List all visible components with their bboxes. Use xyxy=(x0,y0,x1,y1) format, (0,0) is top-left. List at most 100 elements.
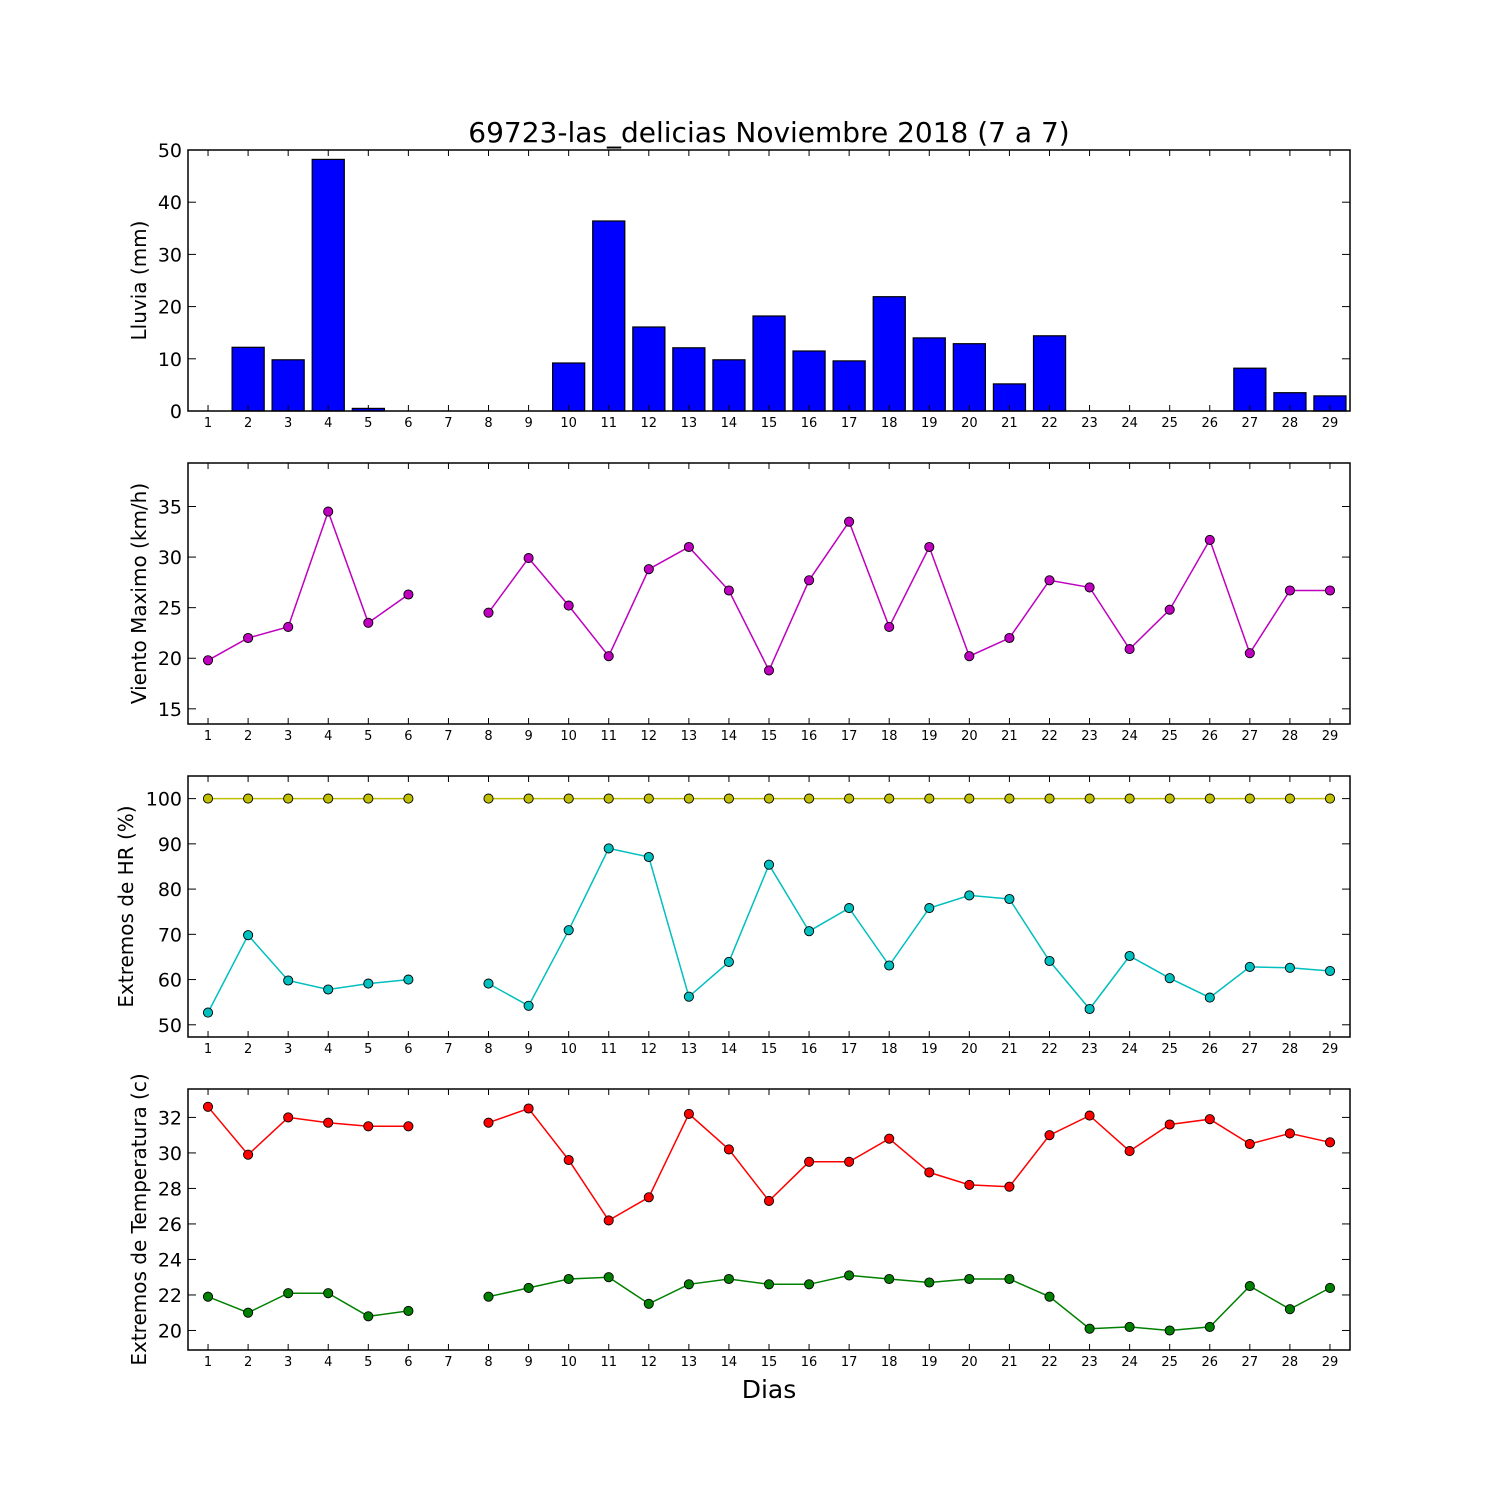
rainfall-y-axis-label: Lluvia (mm) xyxy=(127,221,151,341)
humidity-series-2-point xyxy=(1124,950,1135,962)
humidity-x-tick-label: 7 xyxy=(444,1042,452,1057)
wind-x-tick-label: 29 xyxy=(1322,729,1339,744)
humidity-series-1-point xyxy=(1124,793,1135,804)
humidity-series-1-point xyxy=(1244,793,1255,804)
humidity-x-tick-label: 24 xyxy=(1121,1042,1138,1057)
wind-series-1-point xyxy=(1084,582,1095,593)
wind-x-tick-label: 20 xyxy=(961,729,978,744)
wind-series-1-point xyxy=(363,617,374,628)
rainfall-x-tick-label: 7 xyxy=(444,416,452,431)
humidity-x-tick-label: 11 xyxy=(600,1042,617,1057)
temperature-series-1-point xyxy=(1324,1137,1336,1148)
wind-series-1-point xyxy=(683,541,694,553)
temperature-y-tick-label: 20 xyxy=(158,1320,182,1342)
temperature-series-1-point xyxy=(1244,1138,1255,1150)
humidity-series-2-point xyxy=(1084,1003,1095,1015)
temperature-x-tick-label: 17 xyxy=(841,1355,858,1370)
rainfall-bar xyxy=(1032,335,1067,412)
rainfall-x-tick-label: 5 xyxy=(364,416,372,431)
temperature-y-tick-label: 28 xyxy=(158,1178,182,1200)
temperature-x-tick-label: 7 xyxy=(444,1355,452,1370)
rainfall-x-tick-label: 6 xyxy=(404,416,412,431)
humidity-series-2-line xyxy=(488,847,1331,1011)
wind-y-tick-label: 15 xyxy=(158,699,182,721)
rainfall-bar xyxy=(912,337,946,412)
humidity-x-tick-label: 3 xyxy=(284,1042,292,1057)
humidity-series-1-point xyxy=(844,793,855,804)
rainfall-x-tick-label: 8 xyxy=(484,416,492,431)
temperature-series-2-point xyxy=(523,1282,534,1293)
temperature-y-tick-label: 30 xyxy=(158,1143,182,1165)
temperature-series-2-point xyxy=(1164,1325,1175,1336)
rainfall-y-tick-label: 10 xyxy=(158,349,182,371)
rainfall-x-tick-label: 4 xyxy=(324,416,332,431)
temperature-series-1-point xyxy=(884,1133,895,1144)
temperature-x-tick-label: 10 xyxy=(560,1355,577,1370)
humidity-x-tick-label: 5 xyxy=(364,1042,372,1057)
humidity-series-1-point xyxy=(483,793,494,804)
temperature-series-1-point xyxy=(243,1149,254,1160)
humidity-y-tick-label: 70 xyxy=(158,924,182,946)
humidity-series-1-point xyxy=(202,793,214,804)
temperature-series-1-point xyxy=(363,1121,374,1132)
humidity-y-tick-label: 60 xyxy=(158,970,182,992)
temperature-series-2-point xyxy=(723,1273,734,1285)
wind-x-tick-label: 7 xyxy=(444,729,452,744)
temperature-series-2-point xyxy=(323,1288,334,1299)
rainfall-bar xyxy=(551,362,586,412)
wind-x-tick-label: 15 xyxy=(761,729,778,744)
temperature-series-1-point xyxy=(844,1156,855,1167)
temperature-x-tick-label: 24 xyxy=(1121,1355,1138,1370)
temperature-series-2-point xyxy=(1324,1282,1336,1293)
humidity-series-2-point xyxy=(483,978,494,989)
temperature-series-2-point xyxy=(563,1273,574,1285)
temperature-series-2-point xyxy=(363,1311,374,1322)
temperature-series-2-point xyxy=(804,1279,815,1290)
wind-x-tick-label: 17 xyxy=(841,729,858,744)
wind-x-tick-label: 28 xyxy=(1282,729,1299,744)
temperature-series-2-line xyxy=(488,1274,1331,1332)
wind-x-tick-label: 10 xyxy=(560,729,577,744)
temperature-series-2-point xyxy=(1084,1323,1095,1334)
temperature-x-tick-label: 9 xyxy=(524,1355,532,1370)
wind-series-1-point xyxy=(1164,604,1175,615)
wind-y-tick-label: 35 xyxy=(158,497,182,519)
rainfall-x-tick-label: 26 xyxy=(1201,416,1218,431)
humidity-x-tick-label: 28 xyxy=(1282,1042,1299,1057)
temperature-series-1-point xyxy=(683,1108,694,1119)
temperature-x-tick-label: 16 xyxy=(801,1355,818,1370)
temperature-series-1-point xyxy=(523,1103,534,1114)
temperature-x-tick-label: 11 xyxy=(600,1355,617,1370)
wind-series-1-point xyxy=(523,553,534,564)
temperature-y-axis-label: Extremos de Temperatura (c) xyxy=(127,1073,151,1365)
humidity-x-tick-label: 15 xyxy=(761,1042,778,1057)
temperature-x-tick-label: 26 xyxy=(1201,1355,1218,1370)
temperature-series-1-point xyxy=(403,1121,414,1132)
humidity-series-1-point xyxy=(683,793,694,804)
temperature-series-1-point xyxy=(1204,1114,1215,1125)
wind-axes-frame xyxy=(187,462,1351,725)
humidity-x-tick-label: 6 xyxy=(404,1042,412,1057)
wind-series-1-point xyxy=(1324,585,1336,596)
temperature-x-tick-label: 18 xyxy=(881,1355,898,1370)
humidity-series-2-point xyxy=(1044,955,1055,967)
temperature-y-tick-label: 22 xyxy=(158,1285,182,1307)
humidity-series-2-point xyxy=(563,925,574,936)
rainfall-x-tick-label: 12 xyxy=(641,416,658,431)
rainfall-bar xyxy=(952,343,986,412)
humidity-series-2-point xyxy=(844,903,855,914)
humidity-series-1-point xyxy=(243,793,254,804)
wind-x-tick-label: 25 xyxy=(1161,729,1178,744)
wind-series-1-point xyxy=(804,575,815,586)
rainfall-bar xyxy=(992,383,1027,412)
temperature-series-2-point xyxy=(1044,1291,1055,1302)
temperature-y-tick-label: 26 xyxy=(158,1214,182,1236)
wind-series-1-point xyxy=(924,541,935,553)
temperature-series-2-point xyxy=(924,1277,935,1288)
temperature-series-1-point xyxy=(1044,1130,1055,1141)
humidity-series-2-point xyxy=(283,975,294,986)
wind-y-axis-label: Viento Maximo (km/h) xyxy=(127,483,151,704)
wind-series-1-point xyxy=(603,651,614,662)
